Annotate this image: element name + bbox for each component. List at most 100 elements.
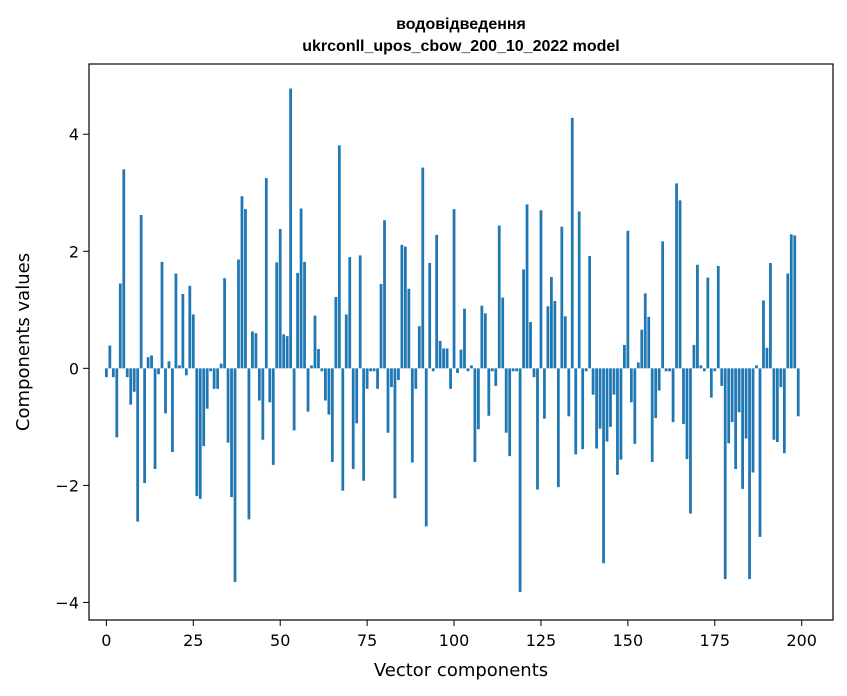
- x-tick-label: 150: [613, 631, 644, 650]
- bar: [539, 210, 543, 369]
- bar: [393, 368, 397, 499]
- bar: [654, 368, 658, 419]
- bar: [793, 235, 797, 369]
- bar: [574, 368, 578, 455]
- bar: [390, 368, 393, 388]
- bar: [616, 368, 619, 475]
- bar: [403, 246, 407, 369]
- bar: [518, 368, 522, 592]
- x-tick-label: 175: [700, 631, 731, 650]
- bar: [209, 368, 213, 372]
- bar: [511, 368, 515, 372]
- bar: [386, 368, 390, 433]
- bar: [751, 368, 755, 473]
- bar: [466, 368, 470, 372]
- bar: [167, 361, 171, 369]
- bar: [595, 368, 598, 449]
- bar: [741, 368, 744, 489]
- x-tick-label: 75: [357, 631, 377, 650]
- y-axis-ticks: −4 −2 0 2 4: [55, 125, 89, 612]
- bar: [650, 368, 654, 462]
- bar: [143, 368, 147, 484]
- bar: [570, 117, 574, 369]
- bar: [647, 316, 651, 369]
- bar: [588, 255, 592, 369]
- bar: [160, 261, 164, 369]
- x-tick-label: 125: [526, 631, 557, 650]
- bar: [661, 241, 665, 369]
- bar: [289, 88, 293, 369]
- bar: [623, 344, 626, 369]
- bar: [254, 333, 258, 369]
- bar: [261, 368, 265, 440]
- bar: [188, 285, 192, 369]
- chart-subtitle: ukrconll_upos_cbow_200_10_2022 model: [302, 38, 619, 55]
- bar: [247, 368, 251, 520]
- bar: [796, 368, 800, 417]
- bar: [365, 368, 369, 389]
- bar: [664, 368, 668, 372]
- bar: [257, 368, 261, 401]
- bar: [334, 296, 338, 369]
- bar: [546, 306, 550, 369]
- bar: [324, 368, 327, 401]
- y-axis-label: Components values: [13, 253, 34, 431]
- bar: [737, 368, 741, 413]
- bar: [515, 368, 519, 372]
- bar: [195, 368, 199, 496]
- y-tick-label: −2: [55, 476, 79, 495]
- bar: [689, 368, 692, 514]
- bar: [640, 329, 644, 369]
- bar: [157, 368, 160, 375]
- bar: [171, 368, 174, 453]
- bar: [438, 340, 442, 369]
- bar: [730, 368, 734, 423]
- bar: [671, 368, 675, 423]
- bar: [716, 265, 720, 369]
- bar: [709, 368, 713, 398]
- bar: [727, 368, 731, 444]
- bar: [417, 326, 421, 369]
- bar: [490, 368, 494, 372]
- bar: [122, 169, 126, 369]
- bar: [609, 368, 612, 427]
- bar: [115, 368, 119, 438]
- x-tick-label: 100: [439, 631, 470, 650]
- bar: [487, 368, 491, 416]
- bar: [341, 368, 345, 491]
- bar: [553, 301, 557, 369]
- bar: [264, 178, 268, 369]
- bar: [164, 368, 167, 414]
- bar: [410, 368, 414, 463]
- bar: [473, 368, 477, 462]
- bar: [536, 368, 539, 490]
- bar: [699, 365, 703, 369]
- bar: [786, 273, 790, 369]
- bar: [563, 316, 567, 369]
- bar: [567, 368, 571, 417]
- bar: [765, 347, 769, 369]
- bar: [136, 368, 140, 522]
- bar: [285, 336, 289, 369]
- y-tick-label: 0: [69, 359, 79, 378]
- bar: [577, 211, 581, 369]
- bar: [191, 314, 195, 369]
- bar: [692, 344, 696, 369]
- bar: [330, 368, 334, 462]
- bar: [310, 365, 313, 369]
- bar: [317, 349, 320, 369]
- bar: [129, 368, 133, 405]
- bar: [755, 365, 758, 369]
- bar: [789, 234, 793, 369]
- bar: [240, 196, 244, 369]
- bar: [532, 368, 536, 378]
- bar: [320, 368, 324, 372]
- bar: [744, 368, 748, 439]
- bar: [675, 183, 678, 369]
- x-axis-label: Vector components: [374, 660, 548, 681]
- bar: [619, 368, 623, 460]
- bar: [435, 234, 439, 369]
- bar: [376, 368, 379, 389]
- bar: [424, 368, 428, 527]
